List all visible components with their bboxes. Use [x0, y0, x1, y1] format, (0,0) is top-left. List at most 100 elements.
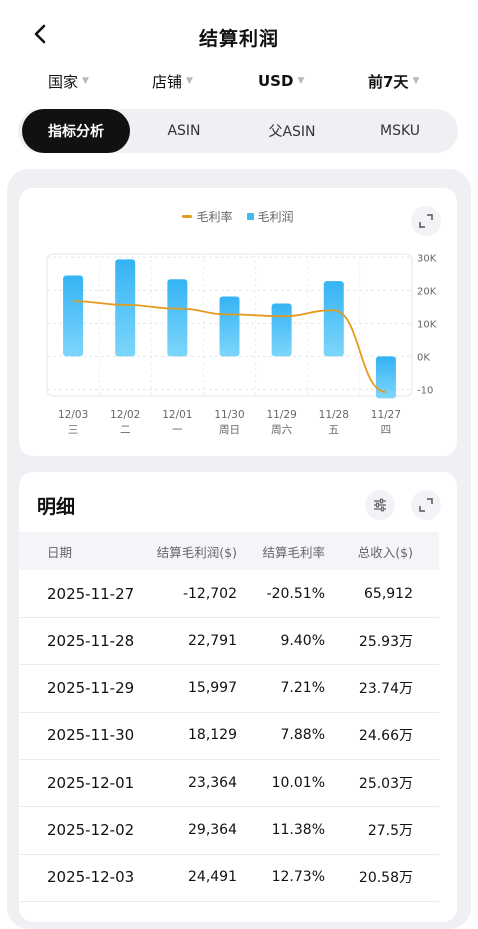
caret-down-icon: ▼	[82, 76, 89, 86]
cell-margin: 9.40%	[280, 632, 325, 649]
x-tick-weekday: 周六	[271, 424, 292, 436]
y-tick-label: 10K	[417, 319, 437, 330]
x-tick-label: 12/02	[110, 409, 140, 421]
cell-revenue: 25.03万	[358, 775, 413, 792]
x-tick-weekday: 四	[381, 424, 392, 436]
y-tick-label: 0K	[417, 352, 430, 363]
filter-period[interactable]: 前7天 ▼	[368, 68, 419, 94]
filter-country-label: 国家	[48, 72, 79, 91]
column-header-margin: 结算毛利率	[262, 544, 325, 560]
x-tick-label: 12/03	[58, 409, 88, 421]
cell-margin: 10.01%	[271, 774, 325, 791]
plot-frame	[46, 253, 413, 397]
cell-gross-profit: 29,364	[188, 822, 237, 838]
chart-legend: 毛利率 毛利润	[19, 208, 457, 225]
filter-store[interactable]: 店铺 ▼	[152, 68, 193, 94]
x-tick-label: 11/30	[214, 409, 244, 421]
cell-revenue: 23.74万	[358, 681, 413, 698]
cell-gross-profit: 18,129	[188, 727, 237, 744]
x-tick-weekday: 五	[329, 424, 340, 436]
filter-currency-label: USD	[258, 72, 294, 90]
table-row[interactable]: 2025-11-27 -12,702 -20.51% 65,912	[19, 570, 439, 618]
cell-gross-profit: 24,491	[188, 869, 237, 886]
cell-date: 2025-12-03	[47, 868, 135, 887]
cell-gross-profit: -12,702	[182, 585, 237, 602]
cell-revenue: 65,912	[364, 585, 413, 602]
cell-margin: 11.38%	[271, 822, 325, 838]
cell-margin: 7.88%	[280, 727, 325, 744]
filter-bar: 国家 ▼ 店铺 ▼ USD ▼ 前7天 ▼	[0, 68, 478, 94]
cell-margin: 12.73%	[271, 869, 325, 886]
table-row[interactable]: 2025-12-01 23,364 10.01% 25.03万	[19, 759, 439, 808]
margin-rate-line	[73, 300, 387, 393]
filter-country[interactable]: 国家 ▼	[48, 68, 89, 94]
column-header-revenue: 总收入($)	[357, 544, 413, 560]
detail-title: 明细	[37, 496, 76, 518]
bar-11/30	[219, 296, 240, 357]
legend-item-margin-rate[interactable]: 毛利率	[182, 208, 233, 225]
chart-plot: 30K 20K 10K 0K -10 12/03 三 12/02 二 12/01 一 11/30 周日 1…	[46, 253, 437, 436]
x-tick-weekday: 一	[172, 424, 183, 436]
cell-margin: 7.21%	[280, 680, 325, 697]
filter-store-label: 店铺	[152, 72, 183, 91]
table-row[interactable]: 2025-11-29 15,997 7.21% 23.74万	[19, 665, 439, 713]
table-row[interactable]: 2025-12-02 29,364 11.38% 27.5万	[19, 807, 439, 855]
caret-down-icon: ▼	[297, 76, 305, 86]
expand-icon	[419, 214, 433, 228]
expand-chart-button[interactable]	[411, 206, 441, 236]
header: 结算利润	[0, 0, 478, 70]
y-tick-label: 20K	[417, 286, 437, 297]
filter-settings-button[interactable]	[365, 490, 395, 520]
cell-date: 2025-11-30	[47, 726, 135, 745]
tab-metric-analysis[interactable]: 指标分析	[22, 109, 130, 153]
filter-currency[interactable]: USD ▼	[258, 68, 304, 94]
y-tick-label: 30K	[417, 253, 437, 264]
cell-date: 2025-12-02	[47, 821, 135, 839]
legend-item-gross-profit[interactable]: 毛利润	[246, 208, 294, 225]
x-tick-label: 11/27	[371, 409, 401, 421]
legend-label: 毛利率	[196, 210, 233, 224]
x-tick-label: 11/29	[267, 409, 297, 421]
column-header-date: 日期	[47, 544, 73, 560]
caret-down-icon: ▼	[412, 76, 420, 86]
bar-12/02	[115, 259, 136, 357]
table-header: 日期 结算毛利润($) 结算毛利率 总收入($)	[19, 532, 439, 570]
cell-revenue: 25.93万	[358, 633, 413, 650]
cell-margin: -20.51%	[266, 585, 325, 602]
cell-date: 2025-11-28	[47, 631, 135, 650]
legend-bar-swatch	[246, 213, 254, 220]
cell-revenue: 24.66万	[358, 728, 413, 745]
x-tick-weekday: 三	[68, 424, 79, 436]
y-tick-label: -10	[417, 385, 433, 396]
bar-11/28	[323, 281, 344, 357]
cell-revenue: 27.5万	[367, 823, 413, 839]
cell-revenue: 20.58万	[358, 870, 413, 887]
cell-gross-profit: 23,364	[188, 774, 237, 791]
tab-msku[interactable]: MSKU	[379, 123, 421, 139]
detail-card: 明细 日期 结算毛利润($) 结算毛利率 总收入($) 2025-11-27 -1…	[19, 472, 457, 922]
cell-date: 2025-11-27	[47, 584, 135, 603]
table-row[interactable]: 2025-11-30 18,129 7.88% 24.66万	[19, 712, 439, 760]
expand-table-button[interactable]	[411, 490, 441, 520]
table-row[interactable]: 2025-12-03 24,491 12.73% 20.58万	[19, 854, 439, 902]
caret-down-icon: ▼	[186, 76, 193, 86]
x-tick-weekday: 二	[120, 424, 131, 436]
tab-parent-asin[interactable]: 父ASIN	[268, 124, 316, 140]
table-row[interactable]: 2025-11-28 22,791 9.40% 25.93万	[19, 617, 439, 666]
chevron-left-icon	[34, 24, 46, 44]
page-title: 结算利润	[198, 28, 279, 50]
column-header-gross-profit: 结算毛利润($)	[156, 544, 237, 560]
expand-icon	[419, 498, 433, 512]
bar-11/27	[375, 356, 396, 399]
x-tick-label: 12/01	[162, 409, 192, 421]
back-button[interactable]	[28, 20, 52, 48]
sliders-icon	[374, 498, 386, 512]
tab-asin[interactable]: ASIN	[167, 123, 201, 139]
filter-period-label: 前7天	[368, 72, 409, 91]
chart-card: 毛利率 毛利润 30K 20K 10K 0K -10 12/03 三 12/02 二 12/01 一…	[19, 188, 457, 456]
cell-date: 2025-11-29	[47, 679, 135, 698]
bar-12/01	[167, 279, 188, 357]
x-tick-label: 11/28	[319, 409, 349, 421]
cell-gross-profit: 15,997	[188, 680, 237, 697]
cell-gross-profit: 22,791	[188, 632, 237, 649]
